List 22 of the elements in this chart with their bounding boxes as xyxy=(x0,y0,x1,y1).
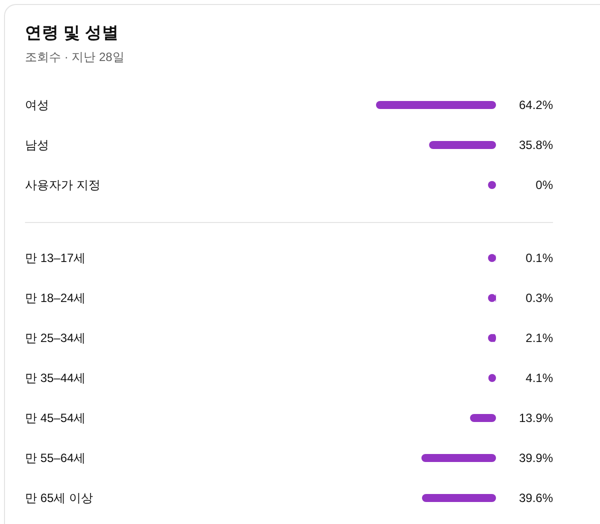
value-label: 35.8% xyxy=(518,138,553,152)
subtitle: 조회수 · 지난 28일 xyxy=(25,50,124,64)
value-label: 0.3% xyxy=(526,291,553,305)
category-label: 여성 xyxy=(25,98,49,112)
title: 연령 및 성별 xyxy=(25,24,120,42)
value-label: 4.1% xyxy=(526,371,553,385)
value-label: 39.6% xyxy=(518,491,553,505)
category-label: 만 13–17세 xyxy=(25,251,86,265)
value-label: 39.9% xyxy=(518,451,553,465)
value-label: 0.1% xyxy=(526,251,553,265)
value-label: 13.9% xyxy=(518,411,553,425)
category-label: 만 65세 이상 xyxy=(25,491,94,505)
value-label: 0% xyxy=(536,178,553,192)
category-label: 만 25–34세 xyxy=(25,331,86,345)
category-label: 만 35–44세 xyxy=(25,371,86,385)
value-label: 2.1% xyxy=(526,331,553,345)
value-label: 64.2% xyxy=(518,98,553,112)
category-label: 만 18–24세 xyxy=(25,291,86,305)
category-label: 남성 xyxy=(25,138,49,152)
category-label: 만 55–64세 xyxy=(25,451,86,465)
category-label: 사용자가 지정 xyxy=(25,178,100,192)
category-label: 만 45–54세 xyxy=(25,411,86,425)
